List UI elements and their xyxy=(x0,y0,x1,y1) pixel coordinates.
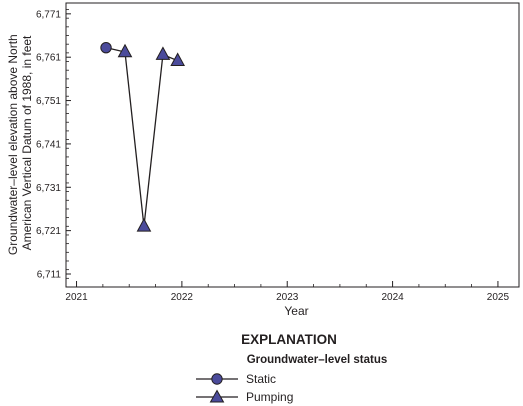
legend-triangle-marker-icon xyxy=(209,389,225,403)
x-tick-label: 2022 xyxy=(171,292,194,303)
y-tick-label: 6,711 xyxy=(37,269,62,280)
legend-circle-marker-icon xyxy=(211,373,223,385)
pumping-point xyxy=(170,52,186,66)
x-tick-label: 2025 xyxy=(487,292,510,303)
series-line xyxy=(105,47,178,227)
legend-label-static: Static xyxy=(246,372,276,386)
legend: EXPLANATION Groundwater–level status Sta… xyxy=(196,332,387,404)
legend-entry-static: Static xyxy=(196,372,276,386)
y-tick-label: 6,761 xyxy=(36,53,61,64)
y-axis-title: Groundwater–level elevation above North … xyxy=(6,31,34,255)
y-axis-title-line-1: Groundwater–level elevation above North xyxy=(6,34,20,255)
x-axis-title: Year xyxy=(284,304,308,318)
x-tick-label: 2023 xyxy=(276,292,299,303)
static-point xyxy=(100,41,112,54)
y-tick-label: 6,771 xyxy=(36,9,61,20)
legend-entry-pumping: Pumping xyxy=(196,389,293,404)
x-axis: 2021 2022 2023 2024 2025 xyxy=(65,281,509,303)
y-tick-label: 6,731 xyxy=(36,183,61,194)
x-tick-label: 2024 xyxy=(381,292,404,303)
plot-frame xyxy=(65,2,520,288)
pumping-point xyxy=(155,46,171,60)
legend-heading: EXPLANATION xyxy=(241,332,337,347)
pumping-point xyxy=(117,43,133,58)
y-tick-label: 6,721 xyxy=(36,226,61,237)
y-axis-title-line-2: American Vertical Datum of 1988, in feet xyxy=(20,35,34,250)
data-layer xyxy=(100,41,186,232)
pumping-point xyxy=(136,218,152,232)
y-axis: 6,711 6,721 6,731 6,741 6,751 6,761 6,771 xyxy=(36,9,71,288)
legend-label-pumping: Pumping xyxy=(246,390,293,404)
x-tick-label: 2021 xyxy=(65,292,88,303)
y-tick-label: 6,741 xyxy=(36,139,61,150)
y-tick-label: 6,751 xyxy=(36,96,61,107)
legend-subheading: Groundwater–level status xyxy=(247,354,388,366)
